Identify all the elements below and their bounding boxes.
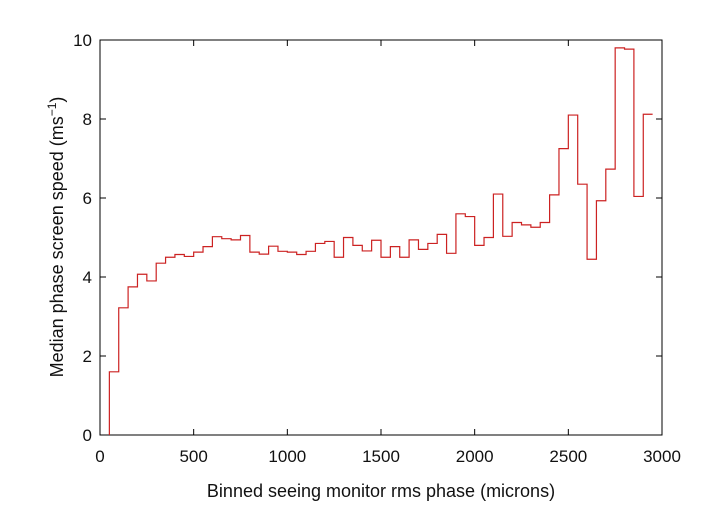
y-tick-label: 0 [83, 426, 92, 445]
x-tick-label: 2000 [456, 447, 494, 466]
y-tick-label: 6 [83, 189, 92, 208]
y-axis-label-close: ) [47, 97, 67, 103]
x-tick-label: 500 [179, 447, 207, 466]
y-axis-label: Median phase screen speed (ms−1) [45, 97, 67, 378]
x-axis-label: Binned seeing monitor rms phase (microns… [207, 481, 555, 501]
x-tick-label: 3000 [643, 447, 681, 466]
x-tick-label: 1000 [268, 447, 306, 466]
x-tick-label: 1500 [362, 447, 400, 466]
series-step-line [108, 47, 653, 435]
y-axis-label-superscript: −1 [45, 102, 59, 116]
y-tick-label: 10 [73, 31, 92, 50]
y-tick-label: 2 [83, 347, 92, 366]
y-tick-label: 8 [83, 110, 92, 129]
plot-frame [99, 39, 663, 436]
y-axis-label-main: Median phase screen speed (ms [47, 116, 67, 377]
x-tick-label: 2500 [549, 447, 587, 466]
x-tick-label: 0 [95, 447, 104, 466]
y-tick-label: 4 [83, 268, 92, 287]
axis-ticks: 0 500 1000 1500 2000 2500 3000 0 2 4 6 8 10 [73, 31, 681, 466]
